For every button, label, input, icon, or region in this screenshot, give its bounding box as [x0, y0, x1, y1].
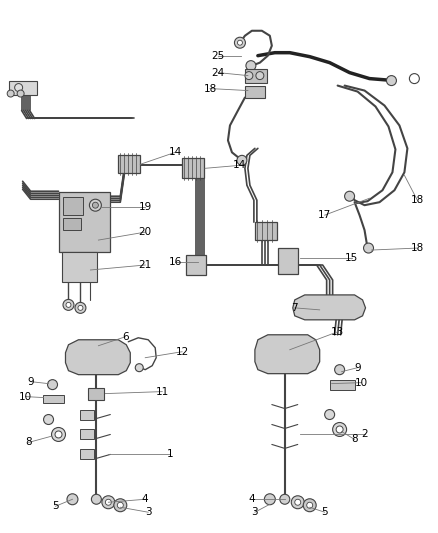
Circle shape: [106, 499, 111, 505]
Polygon shape: [293, 295, 366, 320]
Circle shape: [291, 496, 304, 508]
Circle shape: [307, 502, 313, 508]
Circle shape: [102, 496, 115, 508]
Text: 4: 4: [142, 494, 148, 504]
Text: 20: 20: [139, 227, 152, 237]
Bar: [81, 430, 95, 439]
Circle shape: [135, 364, 143, 372]
Circle shape: [92, 494, 101, 504]
Circle shape: [89, 199, 101, 211]
Text: 18: 18: [203, 84, 217, 94]
Bar: [59, 192, 110, 252]
Circle shape: [52, 427, 66, 441]
Text: 3: 3: [145, 507, 152, 517]
Text: 6: 6: [122, 332, 129, 342]
Text: 25: 25: [212, 51, 225, 61]
Circle shape: [234, 37, 245, 48]
Text: 13: 13: [331, 327, 344, 337]
Circle shape: [78, 305, 83, 310]
Circle shape: [256, 71, 264, 79]
Bar: [330, 379, 355, 390]
Bar: [42, 394, 64, 402]
Circle shape: [280, 494, 290, 504]
Text: 15: 15: [345, 253, 358, 263]
Bar: [182, 158, 204, 178]
Circle shape: [325, 409, 335, 419]
Text: 17: 17: [318, 210, 331, 220]
Text: 11: 11: [155, 386, 169, 397]
Text: 3: 3: [251, 507, 258, 517]
Circle shape: [335, 365, 345, 375]
Circle shape: [265, 494, 276, 505]
Text: 1: 1: [167, 449, 173, 459]
Bar: [63, 252, 97, 282]
Text: 10: 10: [19, 392, 32, 401]
Text: 12: 12: [176, 347, 189, 357]
Text: 2: 2: [361, 430, 368, 440]
Circle shape: [345, 191, 355, 201]
Text: 7: 7: [291, 303, 298, 313]
Circle shape: [7, 90, 14, 97]
Text: 10: 10: [355, 378, 368, 387]
Circle shape: [246, 61, 256, 71]
Bar: [255, 222, 277, 240]
Bar: [245, 69, 267, 83]
Polygon shape: [255, 335, 320, 374]
Text: 14: 14: [169, 147, 182, 157]
Text: 18: 18: [411, 243, 424, 253]
Circle shape: [48, 379, 57, 390]
Circle shape: [245, 71, 253, 79]
Circle shape: [55, 431, 62, 438]
Text: 18: 18: [411, 195, 424, 205]
Circle shape: [114, 499, 127, 512]
Bar: [81, 449, 95, 459]
Text: 5: 5: [321, 507, 328, 517]
Circle shape: [67, 494, 78, 505]
Circle shape: [63, 300, 74, 310]
Bar: [118, 155, 140, 173]
Circle shape: [386, 76, 396, 86]
Text: 9: 9: [354, 362, 361, 373]
Bar: [88, 387, 104, 400]
Circle shape: [332, 423, 346, 437]
Bar: [64, 197, 83, 215]
Circle shape: [364, 243, 374, 253]
Text: 24: 24: [212, 68, 225, 78]
Text: 5: 5: [52, 501, 59, 511]
Text: 8: 8: [25, 438, 32, 447]
Bar: [278, 248, 298, 274]
Circle shape: [295, 499, 301, 505]
Polygon shape: [66, 340, 130, 375]
Circle shape: [117, 502, 124, 508]
Circle shape: [14, 84, 23, 92]
Circle shape: [336, 426, 343, 433]
Circle shape: [66, 302, 71, 308]
Bar: [64, 218, 81, 230]
Circle shape: [237, 40, 242, 45]
Circle shape: [237, 155, 247, 165]
Text: 4: 4: [249, 494, 255, 504]
Bar: [245, 86, 265, 98]
Text: 8: 8: [351, 434, 358, 445]
Bar: [81, 409, 95, 419]
Text: 19: 19: [138, 202, 152, 212]
Circle shape: [303, 499, 316, 512]
Text: 9: 9: [27, 377, 34, 386]
Bar: [186, 255, 206, 275]
Bar: [9, 80, 37, 94]
Circle shape: [17, 90, 24, 97]
Circle shape: [92, 202, 99, 208]
Text: 21: 21: [138, 260, 152, 270]
Circle shape: [75, 302, 86, 313]
Circle shape: [410, 74, 419, 84]
Text: 14: 14: [233, 160, 247, 171]
Circle shape: [43, 415, 53, 424]
Text: 16: 16: [169, 257, 182, 267]
